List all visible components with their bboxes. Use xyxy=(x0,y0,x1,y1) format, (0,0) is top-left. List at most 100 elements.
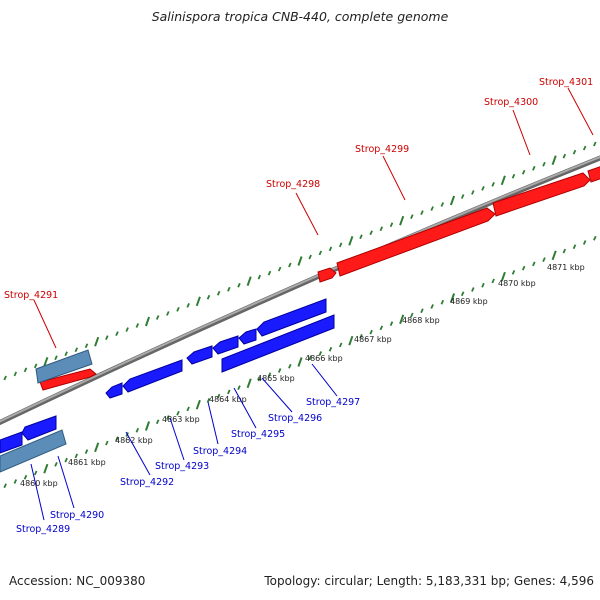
major-tick xyxy=(348,235,354,246)
callout-line xyxy=(125,431,151,476)
gene-label-strop-4290[interactable]: Strop_4290 xyxy=(50,510,104,521)
ruler-label-4871: 4871 kbp xyxy=(547,263,585,272)
gene-label-strop-4291[interactable]: Strop_4291 xyxy=(4,290,58,301)
major-tick xyxy=(551,155,557,166)
minor-tick xyxy=(430,304,434,309)
minor-tick xyxy=(267,270,272,276)
callout-line xyxy=(30,463,45,521)
gene-reverse-blue[interactable] xyxy=(122,359,183,393)
gene-forward-red[interactable] xyxy=(336,207,496,277)
minor-tick xyxy=(521,265,526,271)
gene-label-strop-4300[interactable]: Strop_4300 xyxy=(484,97,538,108)
minor-tick xyxy=(206,398,211,403)
minor-tick xyxy=(115,331,119,336)
minor-tick xyxy=(84,449,89,454)
minor-tick xyxy=(257,274,262,280)
gene-label-strop-4295[interactable]: Strop_4295 xyxy=(231,429,285,440)
minor-tick xyxy=(511,270,516,275)
callout-line xyxy=(261,377,293,413)
gene-reverse-blue[interactable] xyxy=(256,298,327,337)
minor-tick xyxy=(542,161,546,167)
minor-tick xyxy=(186,406,190,412)
minor-tick xyxy=(460,291,465,297)
minor-tick xyxy=(23,367,28,373)
gene-reverse-blue[interactable] xyxy=(238,328,257,345)
minor-tick xyxy=(593,235,597,241)
gene-label-strop-4299[interactable]: Strop_4299 xyxy=(355,144,409,155)
minor-tick xyxy=(3,483,7,489)
minor-tick xyxy=(410,214,414,220)
major-tick xyxy=(399,314,405,325)
gene-reverse-blue[interactable] xyxy=(221,314,335,373)
ruler-label-4865: 4865 kbp xyxy=(257,374,295,383)
ruler-label-4861: 4861 kbp xyxy=(68,458,106,467)
gene-reverse-blue[interactable] xyxy=(21,415,57,441)
minor-tick xyxy=(277,266,282,272)
gene-forward-red[interactable] xyxy=(492,172,591,217)
major-tick xyxy=(449,195,456,206)
gene-label-strop-4294[interactable]: Strop_4294 xyxy=(193,446,247,457)
feature-steelblue[interactable] xyxy=(0,429,67,473)
major-tick xyxy=(399,215,405,226)
ruler-label-4868: 4868 kbp xyxy=(402,316,440,325)
minor-tick xyxy=(359,234,363,240)
gene-reverse-blue[interactable] xyxy=(212,335,239,355)
minor-tick xyxy=(582,240,587,245)
major-tick xyxy=(195,399,201,410)
callout-line xyxy=(33,299,57,349)
minor-tick xyxy=(532,261,536,267)
minor-tick xyxy=(227,286,231,292)
gene-label-strop-4292[interactable]: Strop_4292 xyxy=(120,477,174,488)
minor-tick xyxy=(54,462,58,467)
minor-tick xyxy=(308,254,312,260)
minor-tick xyxy=(84,343,89,349)
gene-label-strop-4297[interactable]: Strop_4297 xyxy=(306,397,360,408)
minor-tick xyxy=(369,329,373,335)
minor-tick xyxy=(511,173,516,179)
major-tick xyxy=(43,463,49,474)
minor-tick xyxy=(105,440,109,446)
gene-forward-red[interactable] xyxy=(39,368,97,391)
genome-backbone-highlight xyxy=(0,155,600,423)
map-title: Salinispora tropica CNB-440, complete ge… xyxy=(151,9,449,24)
minor-tick xyxy=(155,315,160,320)
major-tick xyxy=(551,250,557,261)
ruler-label-4866: 4866 kbp xyxy=(305,354,343,363)
major-tick xyxy=(449,293,456,303)
minor-tick xyxy=(166,311,170,316)
minor-tick xyxy=(338,242,343,248)
minor-tick xyxy=(410,312,414,318)
minor-tick xyxy=(74,453,79,459)
major-tick xyxy=(500,271,506,282)
minor-tick xyxy=(288,363,292,369)
minor-tick xyxy=(521,169,526,175)
callout-line xyxy=(233,387,257,429)
gene-forward-red[interactable] xyxy=(317,267,337,283)
minor-tick xyxy=(54,355,58,361)
gene-reverse-blue[interactable] xyxy=(186,345,213,365)
gene-label-strop-4296[interactable]: Strop_4296 xyxy=(268,413,322,424)
minor-tick xyxy=(491,278,495,284)
feature-steelblue[interactable] xyxy=(35,349,93,384)
gene-label-strop-4289[interactable]: Strop_4289 xyxy=(16,524,70,535)
gene-reverse-blue[interactable] xyxy=(105,382,123,399)
gene-label-strop-4298[interactable]: Strop_4298 xyxy=(266,179,320,190)
gene-label-strop-4301[interactable]: Strop_4301 xyxy=(539,77,593,88)
minor-tick xyxy=(572,149,577,155)
minor-tick xyxy=(135,323,140,328)
minor-tick xyxy=(532,165,536,171)
ruler-label-4869: 4869 kbp xyxy=(450,297,488,306)
minor-tick xyxy=(237,282,241,288)
major-tick xyxy=(195,296,201,307)
minor-tick xyxy=(338,342,343,348)
gene-forward-red[interactable] xyxy=(587,165,600,183)
minor-tick xyxy=(105,335,109,341)
minor-tick xyxy=(64,351,68,357)
ruler-label-4860: 4860 kbp xyxy=(20,479,58,488)
minor-tick xyxy=(176,410,180,416)
minor-tick xyxy=(288,262,292,268)
gene-label-strop-4293[interactable]: Strop_4293 xyxy=(155,461,209,472)
minor-tick xyxy=(318,250,323,256)
